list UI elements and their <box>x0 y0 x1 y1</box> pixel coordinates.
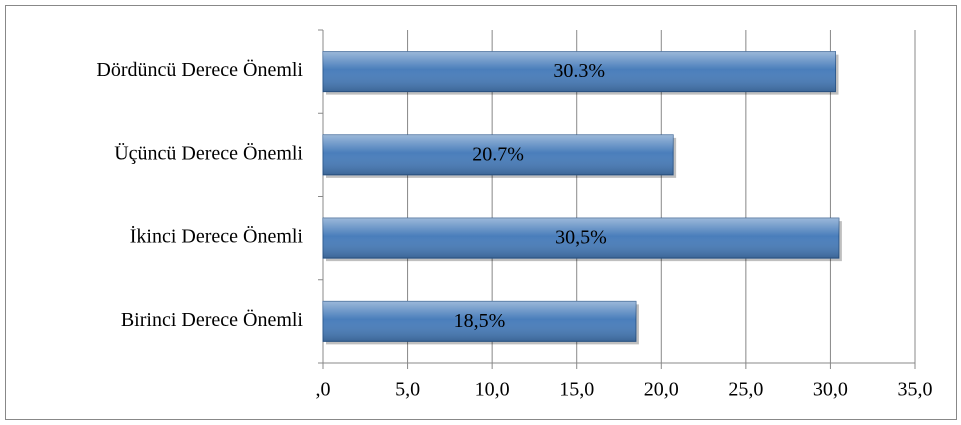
x-tick-label: 30,0 <box>813 379 848 401</box>
x-tick-label: 20,0 <box>644 379 679 401</box>
value-label: 20.7% <box>472 143 524 165</box>
x-tick-label: 5,0 <box>395 379 420 401</box>
x-tick-label: ,0 <box>316 379 331 401</box>
value-label: 30.3% <box>553 60 605 82</box>
y-tick-label: Üçüncü Derece Önemli <box>114 141 303 164</box>
y-tick-label: Birinci Derece Önemli <box>121 308 304 331</box>
bar-shine <box>323 301 636 342</box>
bar-shine <box>323 218 839 259</box>
value-label: 18,5% <box>454 310 506 332</box>
y-tick-label: Dördüncü Derece Önemli <box>96 58 303 81</box>
x-tick-label: 10,0 <box>475 379 510 401</box>
value-label: 30,5% <box>555 227 607 249</box>
x-tick-label: 15,0 <box>559 379 594 401</box>
bar-shine <box>323 134 674 175</box>
x-tick-label: 25,0 <box>728 379 763 401</box>
bar-shine <box>323 51 836 92</box>
y-tick-label: İkinci Derece Önemli <box>130 225 304 248</box>
x-tick-label: 35,0 <box>898 379 933 401</box>
